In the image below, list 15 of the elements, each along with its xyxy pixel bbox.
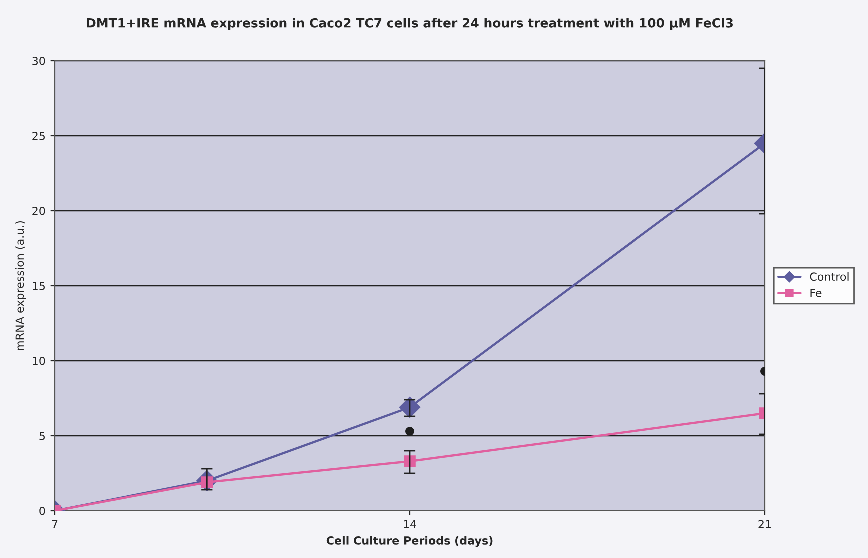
- x-tick-label: 14: [404, 520, 416, 528]
- y-tick-label: 20: [32, 206, 46, 216]
- chart-title: DMT1+IRE mRNA expression in Caco2 TC7 cells after 24 hours treatment with 100 μM FeCl3: [87, 18, 734, 30]
- x-axis-title: Cell Culture Periods (days): [326, 536, 493, 548]
- y-axis-title: mRNA expression (a.u.): [16, 221, 26, 351]
- y-tick-label: 15: [33, 282, 45, 290]
- y-tick-label: 0: [40, 506, 46, 516]
- y-tick-label: 25: [32, 132, 45, 140]
- legend-label: Fe: [810, 289, 822, 298]
- legend-label: Control: [810, 272, 849, 282]
- y-tick-label: 30: [32, 56, 46, 66]
- y-tick-label: 10: [33, 356, 46, 366]
- x-tick-label: 7: [52, 520, 58, 528]
- x-tick-label: 21: [758, 520, 772, 528]
- y-tick-label: 5: [40, 432, 45, 440]
